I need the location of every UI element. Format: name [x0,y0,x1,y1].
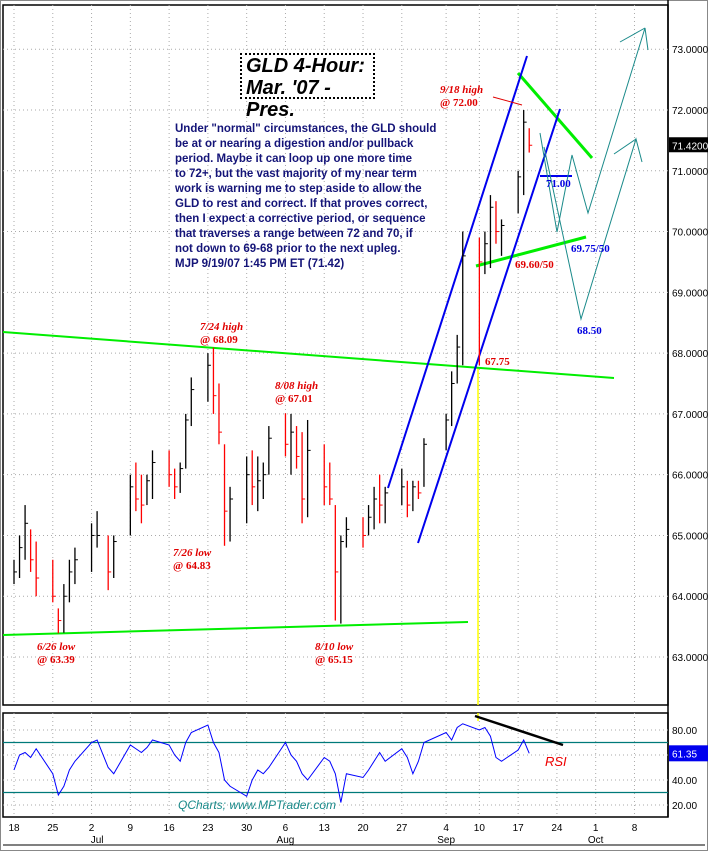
chart-subtitle: Mar. '07 -Pres. [246,77,331,121]
commentary-line: GLD to rest and correct. If that proves … [175,198,428,210]
channel-lower [417,108,561,544]
commentary-line: be at or nearing a digestion and/or pull… [175,138,414,150]
y-tick-label: 65.0000 [672,531,708,542]
x-tick-label: 13 [319,823,331,834]
projection-path-b [543,137,643,321]
x-tick-label: 23 [202,823,214,834]
channel-upper [387,55,528,489]
projection-arrow [619,27,646,43]
x-month-label: Aug [277,835,295,846]
commentary-line: to 72+, but the vast majority of my near… [175,168,417,180]
chart-title-box: GLD 4-Hour: Mar. '07 -Pres. [240,53,375,121]
y-tick-label: 69.0000 [672,288,708,299]
x-tick-label: 4 [443,823,449,834]
price-annotation: 67.75 [485,356,510,368]
x-tick-label: 18 [8,823,20,834]
commentary-line: not down to 69-68 prior to the next uple… [175,243,401,255]
y-tick-label: 64.0000 [672,592,708,603]
commentary-line: MJP 9/19/07 1:45 PM ET (71.42) [175,258,345,270]
price-annotation: @ 67.01 [275,393,313,405]
watermark: QCharts; www.MPTrader.com [178,798,336,812]
high-pointer [492,96,523,106]
y-tick-label: 73.0000 [672,45,708,56]
x-tick-label: 10 [474,823,486,834]
x-tick-label: 8 [632,823,638,834]
price-annotation: 69.60/50 [515,259,554,271]
price-annotation: 8/10 low [315,641,354,653]
rsi-tick-label: 20.00 [672,801,697,812]
short-term-resistance [516,72,594,159]
price-annotation: 9/18 high [440,84,483,96]
y-tick-label: 70.0000 [672,228,708,239]
x-month-label: Sep [437,835,455,846]
x-tick-label: 16 [164,823,176,834]
price-annotation: @ 64.83 [173,560,211,572]
price-annotation: 71.00 [546,178,571,190]
projection-path-a [539,27,649,233]
price-annotation: @ 72.00 [440,97,478,109]
x-tick-label: 6 [283,823,289,834]
price-annotation: 68.50 [577,325,602,337]
commentary-line: work is warning me to step aside to allo… [175,183,422,195]
price-annotation: 7/24 high [200,321,243,333]
y-tick-label: 68.0000 [672,349,708,360]
rsi-tick-label: 40.00 [672,776,697,787]
last-price-box [669,137,708,153]
x-tick-label: 17 [513,823,525,834]
y-tick-label: 67.0000 [672,410,708,421]
y-tick-label: 72.0000 [672,106,708,117]
price-annotation: 7/26 low [173,547,212,559]
price-annotation: 8/08 high [275,380,318,392]
x-tick-label: 24 [551,823,563,834]
price-annotation: 69.75/50 [571,243,610,255]
x-tick-label: 20 [357,823,369,834]
commentary-line: then I expect a corrective period, or se… [175,213,426,225]
y-tick-label: 63.0000 [672,653,708,664]
rsi-value-label: 61.35 [672,749,697,760]
x-tick-label: 2 [89,823,95,834]
rsi-divergence-line [474,714,564,747]
commentary-text: Under "normal" circumstances, the GLD sh… [175,122,475,272]
commentary-line: Under "normal" circumstances, the GLD sh… [175,123,437,135]
price-annotation: @ 63.39 [37,654,75,666]
x-tick-label: 27 [396,823,408,834]
projection-arrow [613,138,637,155]
y-tick-label: 66.0000 [672,471,708,482]
commentary-line: period. Maybe it can loop up one more ti… [175,153,413,165]
rsi-tick-label: 80.00 [672,726,697,737]
x-tick-label: 1 [593,823,599,834]
support-trendline [2,621,469,636]
x-month-label: Oct [588,835,604,846]
commentary-line: that traverses a range between 72 and 70… [175,228,413,240]
price-annotation: @ 68.09 [200,334,238,346]
price-annotation: 6/26 low [37,641,76,653]
rsi-line [13,723,530,803]
x-tick-label: 25 [47,823,59,834]
chart-title: GLD 4-Hour: [246,55,365,77]
last-price-label: 71.4200 [672,141,708,152]
price-annotation: @ 65.15 [315,654,353,666]
y-tick-label: 71.0000 [672,167,708,178]
x-month-label: Jul [91,835,104,846]
x-tick-label: 30 [241,823,253,834]
rsi-value-box [669,745,708,762]
x-tick-label: 9 [128,823,134,834]
resistance-trendline [2,331,615,379]
rsi-label: RSI [545,754,567,769]
short-term-support [475,235,587,268]
